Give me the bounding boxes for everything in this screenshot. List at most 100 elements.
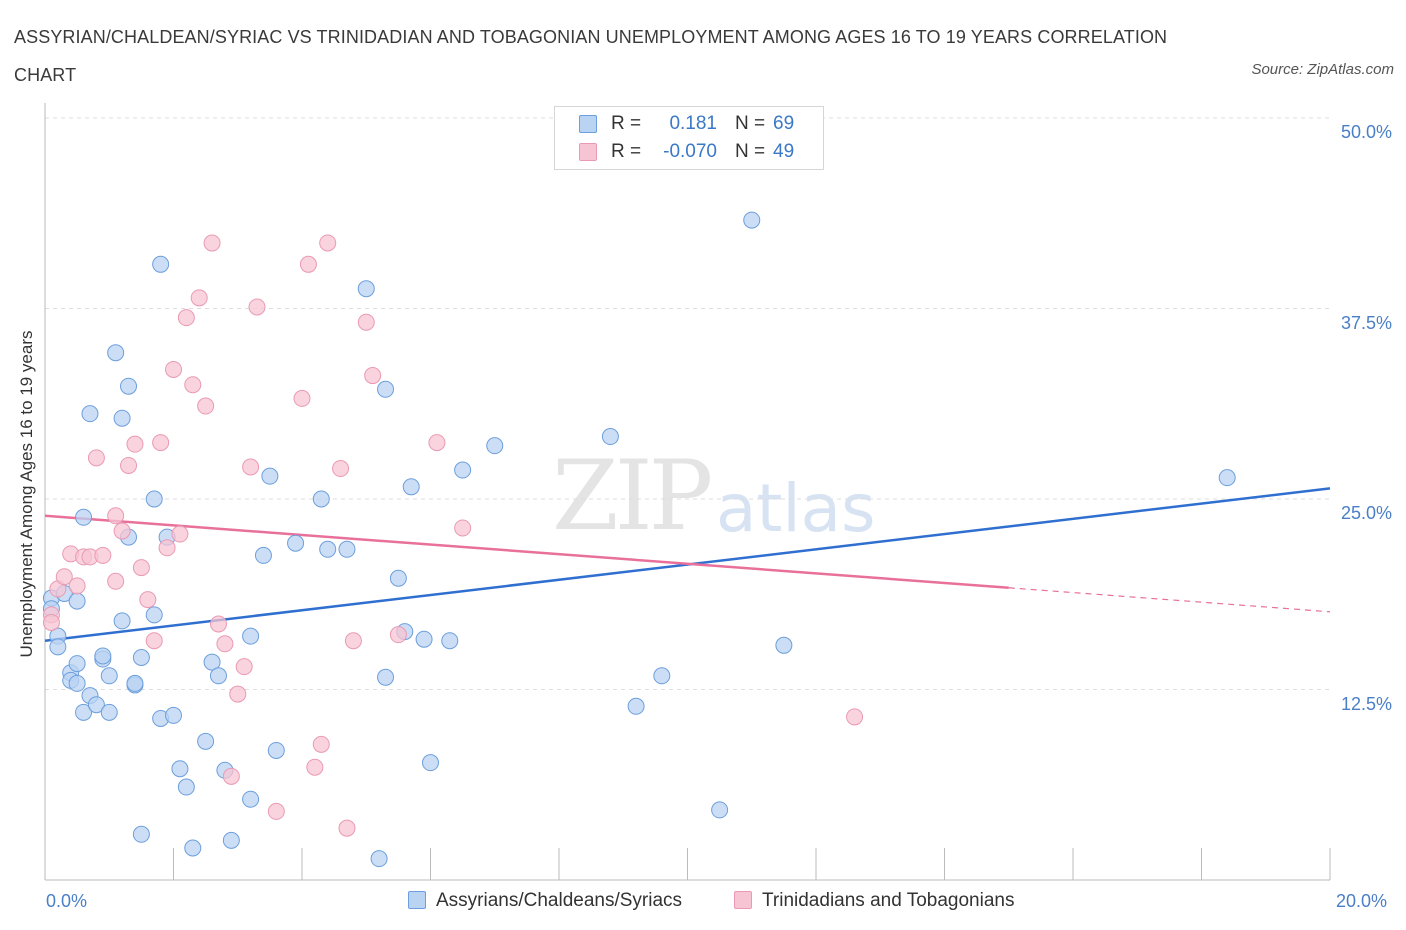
point-assyrian — [107, 344, 125, 362]
point-trinidadian — [42, 613, 60, 631]
point-assyrian — [152, 255, 170, 273]
bottom-legend-series2: Trinidadians and Tobagonians — [734, 890, 1014, 912]
point-assyrian — [267, 741, 285, 759]
point-assyrian — [441, 632, 459, 650]
point-assyrian — [177, 778, 195, 796]
point-assyrian — [87, 696, 105, 714]
point-trinidadian — [267, 802, 285, 820]
point-assyrian — [319, 540, 337, 558]
legend-n-label: N = — [735, 141, 766, 162]
point-assyrian — [113, 409, 131, 427]
point-trinidadian — [55, 568, 73, 586]
watermark-atlas: atlas — [716, 470, 876, 547]
point-trinidadian — [338, 819, 356, 837]
legend-row-series1: R = 0.181 N = 69 — [555, 110, 823, 138]
legend-r-label: R = — [611, 113, 642, 134]
point-assyrian — [312, 490, 330, 508]
point-assyrian — [1218, 469, 1236, 487]
point-assyrian — [75, 703, 93, 721]
point-assyrian — [486, 437, 504, 455]
point-trinidadian — [248, 298, 266, 316]
point-trinidadian — [177, 309, 195, 327]
point-assyrian — [254, 546, 272, 564]
legend-n-label: N = — [735, 113, 766, 134]
point-assyrian — [242, 790, 260, 808]
bottom-legend-label-series1: Assyrians/Chaldeans/Syriacs — [436, 890, 683, 911]
point-assyrian — [100, 667, 118, 685]
point-trinidadian — [216, 635, 234, 653]
point-assyrian — [338, 540, 356, 558]
point-assyrian — [775, 636, 793, 654]
point-trinidadian — [428, 434, 446, 452]
point-assyrian — [145, 490, 163, 508]
x-tick-min: 0.0% — [46, 891, 88, 911]
trend-lines — [44, 487, 1331, 642]
point-trinidadian — [389, 626, 407, 644]
legend-row-series2: R = -0.070 N = 49 — [555, 138, 823, 166]
point-assyrian — [743, 211, 761, 229]
point-assyrian — [242, 627, 260, 645]
point-trinidadian — [299, 255, 317, 273]
point-assyrian — [454, 461, 472, 479]
point-trinidadian — [319, 234, 337, 252]
point-trinidadian — [152, 434, 170, 452]
point-trinidadian — [94, 546, 112, 564]
point-assyrian — [132, 648, 150, 666]
point-assyrian — [370, 850, 388, 868]
bottom-legend-label-series2: Trinidadians and Tobagonians — [762, 890, 1015, 911]
point-assyrian — [197, 732, 215, 750]
point-trinidadian — [68, 577, 86, 595]
point-trinidadian — [171, 525, 189, 543]
point-trinidadian — [190, 289, 208, 307]
point-trinidadian — [364, 367, 382, 385]
point-assyrian — [100, 703, 118, 721]
point-trinidadian — [145, 632, 163, 650]
point-trinidadian — [120, 456, 138, 474]
point-trinidadian — [126, 435, 144, 453]
point-trinidadian — [165, 360, 182, 378]
point-assyrian — [68, 655, 86, 673]
point-assyrian — [171, 760, 189, 778]
correlation-legend: R = 0.181 N = 69 R = -0.070 N = 49 — [554, 106, 824, 170]
point-trinidadian — [293, 389, 311, 407]
point-trinidadian — [184, 376, 202, 394]
axes — [44, 103, 1331, 881]
y-tick-label: 25.0% — [1340, 503, 1392, 523]
point-assyrian — [120, 377, 138, 395]
point-assyrian — [377, 668, 395, 686]
point-assyrian — [377, 380, 395, 398]
legend-n-value: 69 — [773, 113, 795, 134]
x-tick-max: 20.0% — [1336, 891, 1388, 911]
point-trinidadian — [158, 539, 176, 557]
point-assyrian — [422, 754, 439, 772]
legend-swatch-blue — [579, 115, 597, 133]
point-assyrian — [402, 478, 420, 496]
point-assyrian — [165, 706, 182, 724]
bottom-legend-swatch-blue — [408, 891, 426, 909]
point-trinidadian — [139, 591, 157, 609]
point-trinidadian — [197, 397, 215, 415]
legend-swatch-pink — [579, 143, 597, 161]
point-assyrian — [653, 667, 671, 685]
legend-r-label: R = — [611, 141, 642, 162]
point-trinidadian — [306, 758, 324, 776]
point-assyrian — [627, 697, 645, 715]
point-trinidadian — [312, 735, 330, 753]
point-assyrian — [113, 612, 131, 630]
point-assyrian — [94, 647, 112, 665]
point-assyrian — [68, 592, 86, 610]
point-assyrian — [389, 569, 407, 587]
bottom-legend-swatch-pink — [734, 891, 752, 909]
point-assyrian — [222, 831, 240, 849]
y-tick-label: 12.5% — [1340, 693, 1392, 714]
point-trinidadian — [222, 767, 240, 785]
point-trinidadian — [132, 559, 150, 577]
point-assyrian — [75, 508, 93, 526]
watermark-zip: ZIP — [552, 440, 713, 552]
point-assyrian — [126, 674, 144, 692]
point-trinidadian — [332, 460, 350, 478]
point-trinidadian — [107, 507, 125, 525]
point-trinidadian — [357, 313, 375, 331]
point-assyrian — [68, 674, 86, 692]
